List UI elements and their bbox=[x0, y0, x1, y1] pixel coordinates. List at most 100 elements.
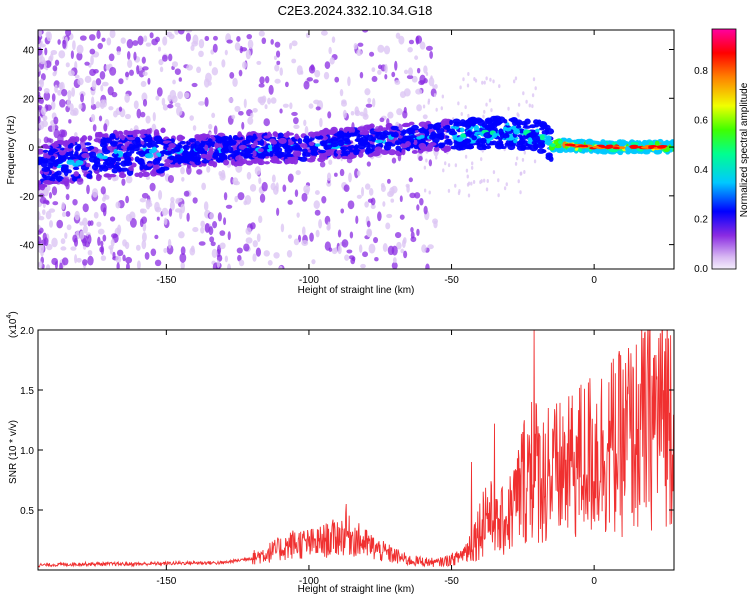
spectrogram-cell bbox=[166, 147, 172, 151]
spectrogram-cell bbox=[267, 260, 273, 266]
spectrogram-cell bbox=[180, 246, 186, 255]
spectrogram-cell bbox=[485, 187, 489, 192]
spectrogram-cell bbox=[484, 117, 493, 125]
spectrogram-cell bbox=[273, 55, 278, 61]
spectrogram-cell bbox=[447, 138, 452, 143]
spectrogram-cell bbox=[91, 96, 95, 106]
spectrogram-cell bbox=[189, 115, 194, 121]
spectrogram-cell bbox=[527, 137, 533, 143]
spectrogram-cell bbox=[136, 64, 140, 75]
spectrogram-cell bbox=[212, 221, 218, 229]
spectrogram-cell bbox=[89, 220, 94, 226]
spectrogram-cell bbox=[213, 136, 221, 143]
spectrogram-cell bbox=[254, 166, 262, 176]
spectrogram-cell bbox=[140, 111, 146, 118]
snr-panel: -150 -100 -50 0 0.5 1.0 1.5 2.0 Height of strai… bbox=[6, 311, 675, 595]
spectrogram-cell bbox=[97, 174, 102, 178]
spectrogram-cell bbox=[364, 147, 371, 155]
spectrogram-cell bbox=[236, 247, 243, 254]
spectrogram-cell bbox=[213, 125, 218, 135]
spectrogram-cell bbox=[341, 155, 349, 160]
spectrogram-cell bbox=[122, 152, 128, 159]
spectrogram-cell bbox=[483, 80, 486, 85]
spectrogram-cell bbox=[391, 71, 396, 78]
spectrogram-cell bbox=[231, 114, 236, 120]
spectrogram-cell bbox=[474, 78, 478, 83]
spectrogram-cell bbox=[144, 252, 150, 260]
spectrogram-cell bbox=[216, 260, 220, 268]
spectrogram-cell bbox=[418, 155, 423, 162]
spectrogram-cell bbox=[259, 138, 265, 146]
spectrogram-cell bbox=[370, 204, 376, 210]
spectrogram-cell bbox=[330, 142, 339, 148]
spectrogram-cell bbox=[164, 150, 172, 156]
spectrogram-cell bbox=[369, 148, 376, 152]
spectrogram-cell bbox=[428, 142, 437, 147]
spectrogram-cell bbox=[141, 56, 146, 64]
spectrogram-cell bbox=[109, 66, 117, 76]
spectrogram-cell bbox=[503, 119, 508, 124]
spectrogram-cell bbox=[179, 140, 187, 145]
spectrogram-cell bbox=[313, 99, 320, 105]
spectrogram-cell bbox=[470, 165, 474, 170]
spectrogram-cell bbox=[238, 110, 244, 116]
spectrogram-cell bbox=[257, 96, 264, 104]
spectrogram-cell bbox=[189, 150, 195, 158]
spectrogram-cell bbox=[91, 163, 99, 171]
spectrogram-cell bbox=[514, 161, 518, 166]
spectrogram-cell bbox=[224, 49, 228, 56]
spectrogram-cell bbox=[41, 209, 46, 215]
spectrogram-cell bbox=[357, 42, 364, 47]
spectrogram-cell bbox=[359, 139, 366, 147]
spectrogram-cell bbox=[276, 207, 280, 217]
spectrogram-cell bbox=[264, 104, 268, 110]
spectrogram-cell bbox=[75, 159, 84, 166]
spectrogram-cell bbox=[84, 61, 90, 66]
spectrogram-cell bbox=[286, 152, 291, 157]
spectrogram-cell bbox=[302, 151, 307, 158]
spectrogram-cell bbox=[235, 136, 244, 141]
spectrogram-cell bbox=[67, 144, 72, 149]
spectrogram-cell bbox=[190, 44, 195, 51]
spectrogram-cell bbox=[505, 139, 513, 146]
snr-multiplier: (x104) bbox=[6, 311, 19, 338]
spectrogram-cell bbox=[117, 167, 122, 172]
spectrogram-cell bbox=[314, 209, 321, 216]
spectrogram-cell bbox=[208, 60, 212, 67]
spectrogram-cell bbox=[172, 79, 176, 85]
spectrogram-cell bbox=[296, 212, 300, 218]
spectrogram-cell bbox=[475, 139, 481, 146]
spectrogram-cell bbox=[51, 257, 59, 266]
spectrogram-cell bbox=[52, 160, 59, 167]
spectrogram-cell bbox=[466, 83, 470, 88]
spectrogram-cell bbox=[263, 135, 271, 139]
spectrogram-cell bbox=[43, 145, 51, 149]
spectrogram-cell bbox=[258, 30, 265, 37]
spectrogram-cell bbox=[608, 140, 613, 145]
spectrogram-cell bbox=[410, 227, 414, 233]
spectrogram-cell bbox=[467, 72, 470, 77]
spectrogram-cell bbox=[192, 125, 197, 131]
spectrogram-cell bbox=[539, 127, 545, 131]
spectrogram-cell bbox=[167, 174, 175, 184]
spectrogram-cell bbox=[328, 138, 334, 144]
spectrogram-cell bbox=[124, 93, 130, 103]
spectrogram-cell bbox=[39, 56, 46, 65]
spectrogram-cell bbox=[532, 77, 536, 82]
spectrogram-cell bbox=[592, 145, 600, 149]
spectrogram-cell bbox=[179, 252, 187, 263]
spectrogram-cell bbox=[456, 137, 464, 142]
spectrogram-cell bbox=[492, 79, 495, 84]
spectrogram-cell bbox=[319, 140, 327, 147]
spectrogram-cell bbox=[71, 87, 76, 97]
spectrogram-cell bbox=[414, 192, 421, 199]
spectrogram-cell bbox=[347, 145, 353, 151]
spectrogram-cell bbox=[138, 171, 144, 178]
spectrogram-cell bbox=[257, 148, 264, 153]
spectrogram-cell bbox=[61, 211, 67, 217]
spectrogram-cell bbox=[255, 247, 262, 257]
spectrogram-cell bbox=[259, 76, 265, 84]
spectrogram-cell bbox=[362, 113, 369, 120]
spectrogram-cell bbox=[246, 171, 252, 180]
spectrogram-cell bbox=[356, 135, 361, 142]
